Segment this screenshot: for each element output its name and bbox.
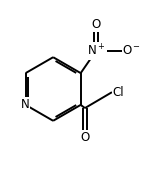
Text: Cl: Cl (113, 86, 124, 99)
Text: O: O (91, 18, 101, 31)
Text: O: O (80, 131, 90, 144)
Text: N: N (20, 98, 29, 111)
Text: O$^-$: O$^-$ (122, 44, 141, 57)
Text: N$^+$: N$^+$ (87, 43, 105, 59)
